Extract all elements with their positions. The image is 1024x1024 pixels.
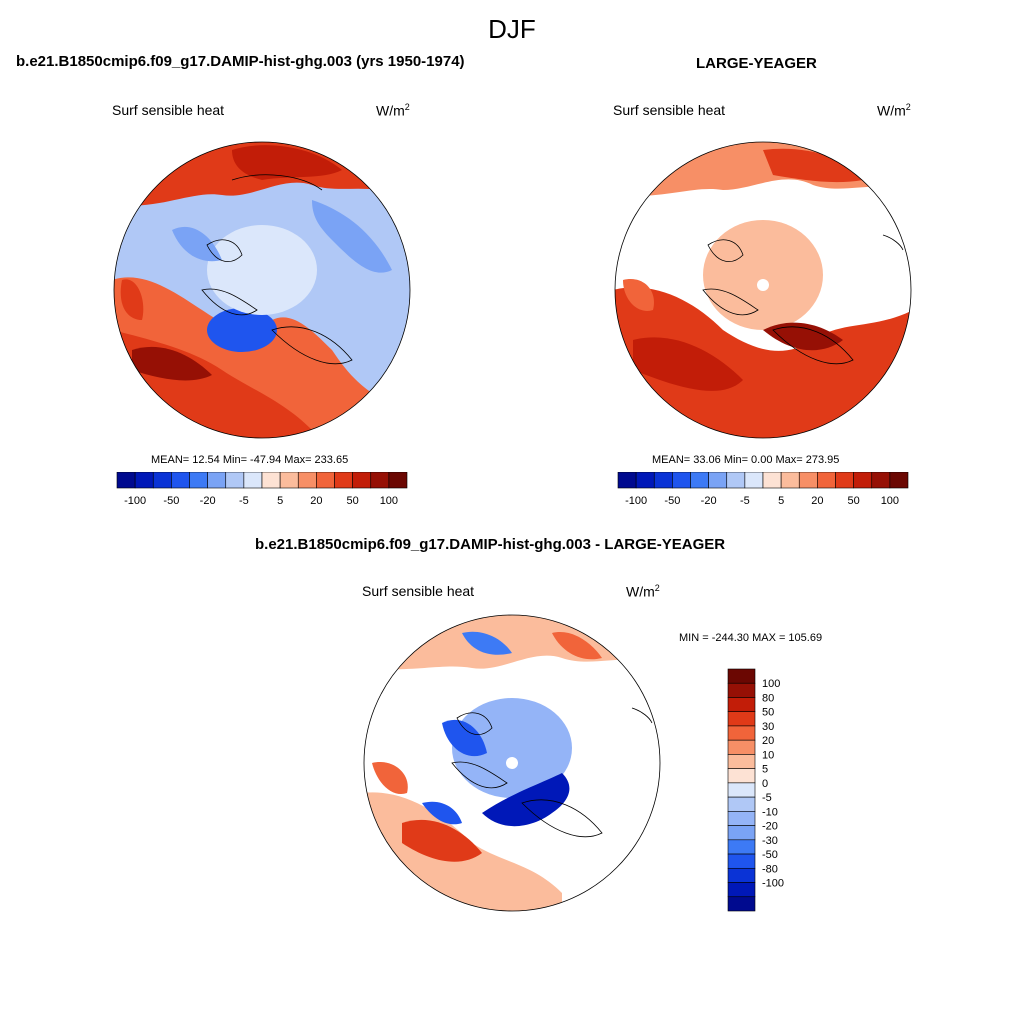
colorbar-swatch (727, 867, 756, 883)
colorbar-swatch (171, 472, 190, 489)
colorbar-swatch (726, 472, 746, 489)
colorbar-tick-label: -20 (701, 495, 717, 507)
colorbar-swatch (189, 472, 208, 489)
left-polar-map (113, 141, 411, 439)
colorbar-swatch (727, 839, 756, 855)
colorbar-swatch (279, 472, 299, 489)
colorbar-tick-label: 10 (762, 749, 774, 761)
colorbar-tick-label: -50 (762, 849, 778, 861)
colorbar-swatch (727, 782, 756, 798)
left-variable-label: Surf sensible heat (112, 102, 225, 118)
colorbar-tick-label: 0 (762, 778, 768, 790)
colorbar-tick-label: -5 (239, 495, 249, 507)
colorbar-swatch (116, 472, 136, 489)
colorbar-swatch (727, 882, 756, 898)
colorbar-swatch (727, 682, 756, 698)
colorbar-tick-label: 30 (762, 721, 774, 733)
colorbar-tick-label: 100 (380, 495, 398, 507)
colorbar-tick-label: 80 (762, 692, 774, 704)
diff-units-label: W/m2 (626, 583, 660, 600)
right-polar-map (614, 141, 912, 439)
colorbar-swatch (370, 472, 390, 489)
colorbar-swatch (798, 472, 818, 489)
colorbar-swatch (388, 472, 408, 489)
colorbar-tick-label: 50 (848, 495, 860, 507)
colorbar-swatch (672, 472, 691, 489)
diff-variable-label: Surf sensible heat (362, 583, 475, 599)
colorbar-swatch (708, 472, 728, 489)
colorbar-swatch (152, 472, 172, 489)
colorbar-tick-label: -100 (124, 495, 146, 507)
colorbar-tick-label: -100 (762, 878, 784, 890)
colorbar-swatch (334, 472, 353, 489)
colorbar-swatch (727, 768, 756, 784)
colorbar-tick-label: -5 (740, 495, 750, 507)
colorbar-tick-label: -50 (163, 495, 179, 507)
colorbar-swatch (727, 668, 756, 684)
colorbar-swatch (835, 472, 854, 489)
colorbar-swatch (727, 739, 756, 755)
colorbar-swatch (243, 472, 263, 489)
colorbar-tick-label: 5 (762, 764, 768, 776)
colorbar-tick-label: -20 (200, 495, 216, 507)
left-stats: MEAN= 12.54 Min= -47.94 Max= 233.65 (151, 454, 349, 466)
colorbar-tick-label: 50 (762, 707, 774, 719)
colorbar-swatch (727, 825, 756, 841)
colorbar-swatch (780, 472, 800, 489)
colorbar-swatch (727, 796, 756, 812)
colorbar-swatch (297, 472, 317, 489)
right-colorbar: -100 -50 -20 -5 5 20 50 100 (617, 472, 909, 507)
colorbar-swatch (617, 472, 637, 489)
right-units-label: W/m2 (877, 102, 911, 119)
colorbar-swatch (744, 472, 764, 489)
left-colorbar: -100 -50 -20 -5 5 20 50 100 (116, 472, 408, 507)
colorbar-swatch (727, 853, 756, 869)
left-units-label: W/m2 (376, 102, 410, 119)
colorbar-tick-label: 50 (347, 495, 359, 507)
colorbar-tick-label: 20 (310, 495, 322, 507)
colorbar-swatch (817, 472, 836, 489)
right-stats: MEAN= 33.06 Min= 0.00 Max= 273.95 (652, 454, 840, 466)
colorbar-swatch (727, 697, 756, 713)
left-panel-title: b.e21.B1850cmip6.f09_g17.DAMIP-hist-ghg.… (16, 53, 465, 70)
right-panel-title: LARGE-YEAGER (696, 55, 817, 72)
colorbar-swatch (727, 811, 756, 826)
colorbar-swatch (727, 754, 756, 769)
colorbar-swatch (653, 472, 673, 489)
colorbar-swatch (316, 472, 335, 489)
colorbar-tick-label: -5 (762, 792, 772, 804)
colorbar-swatch (134, 472, 154, 489)
colorbar-tick-label: 5 (778, 495, 784, 507)
colorbar-tick-label: -100 (625, 495, 647, 507)
colorbar-swatch (261, 472, 281, 489)
colorbar-tick-label: 5 (277, 495, 283, 507)
colorbar-swatch (762, 472, 782, 489)
diff-stats: MIN = -244.30 MAX = 105.69 (679, 632, 823, 644)
colorbar-tick-label: 100 (881, 495, 899, 507)
colorbar-swatch (727, 711, 756, 727)
colorbar-swatch (690, 472, 709, 489)
colorbar-tick-label: 20 (811, 495, 823, 507)
colorbar-swatch (727, 896, 756, 912)
colorbar-tick-label: -80 (762, 863, 778, 875)
colorbar-swatch (727, 725, 756, 741)
diff-polar-map (363, 614, 661, 912)
colorbar-tick-label: -50 (664, 495, 680, 507)
diff-panel-title: b.e21.B1850cmip6.f09_g17.DAMIP-hist-ghg.… (255, 536, 726, 553)
colorbar-swatch (352, 472, 372, 489)
colorbar-tick-label: 100 (762, 678, 780, 690)
season-title: DJF (488, 14, 536, 44)
colorbar-swatch (225, 472, 245, 489)
colorbar-tick-label: -30 (762, 835, 778, 847)
colorbar-swatch (889, 472, 909, 489)
colorbar-tick-label: -10 (762, 806, 778, 818)
right-variable-label: Surf sensible heat (613, 102, 726, 118)
colorbar-swatch (853, 472, 873, 489)
colorbar-tick-label: 20 (762, 735, 774, 747)
colorbar-swatch (635, 472, 655, 489)
colorbar-swatch (207, 472, 227, 489)
colorbar-swatch (871, 472, 891, 489)
colorbar-tick-label: -20 (762, 821, 778, 833)
